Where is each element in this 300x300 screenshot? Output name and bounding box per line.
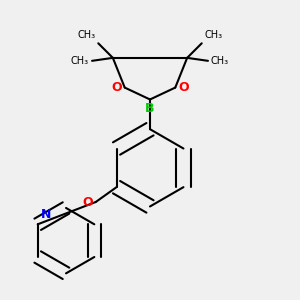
Text: B: B	[145, 102, 155, 116]
Text: CH₃: CH₃	[205, 30, 223, 40]
Text: N: N	[41, 208, 51, 221]
Text: O: O	[82, 196, 93, 208]
Text: O: O	[178, 81, 189, 94]
Text: CH₃: CH₃	[77, 30, 95, 40]
Text: CH₃: CH₃	[211, 56, 229, 66]
Text: CH₃: CH₃	[71, 56, 89, 66]
Text: O: O	[111, 81, 122, 94]
